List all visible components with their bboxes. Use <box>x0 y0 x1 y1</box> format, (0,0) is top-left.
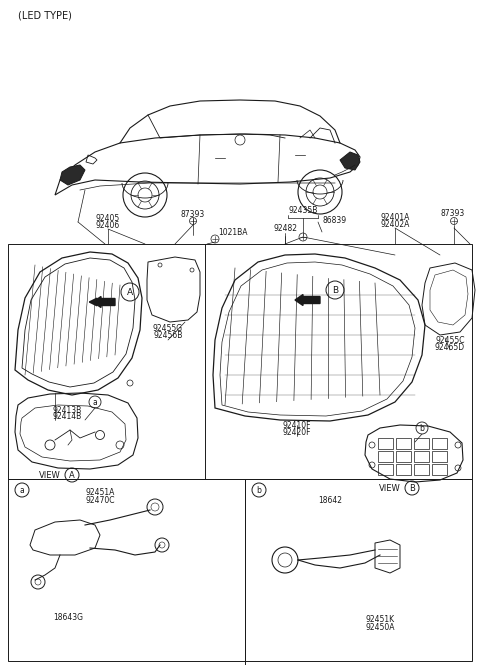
Text: a: a <box>93 398 97 406</box>
Text: 18643G: 18643G <box>53 614 83 622</box>
Text: 87393: 87393 <box>441 209 465 217</box>
Polygon shape <box>340 152 360 170</box>
Text: 92435B: 92435B <box>288 205 318 215</box>
Text: 92450A: 92450A <box>365 624 395 632</box>
Bar <box>414 438 429 449</box>
Bar <box>378 451 393 462</box>
Text: 92451K: 92451K <box>365 616 395 624</box>
Bar <box>378 438 393 449</box>
Text: 92482: 92482 <box>273 223 297 233</box>
Bar <box>8 244 472 479</box>
Text: 92410F: 92410F <box>283 420 311 430</box>
Text: 92414B: 92414B <box>52 412 81 420</box>
Bar <box>414 451 429 462</box>
Bar <box>396 464 411 475</box>
Text: B: B <box>332 285 338 295</box>
Text: b: b <box>257 485 262 495</box>
Bar <box>378 464 393 475</box>
Text: 92402A: 92402A <box>380 219 410 229</box>
Text: 92455G: 92455G <box>153 323 183 332</box>
Text: 92401A: 92401A <box>380 213 410 221</box>
Text: 87393: 87393 <box>181 209 205 219</box>
Text: A: A <box>127 287 133 297</box>
Bar <box>396 451 411 462</box>
Text: 92465D: 92465D <box>435 342 465 352</box>
Text: VIEW: VIEW <box>39 471 61 479</box>
Text: 92413B: 92413B <box>52 406 81 414</box>
Text: 18642: 18642 <box>318 495 342 505</box>
Bar <box>245 479 472 661</box>
Polygon shape <box>60 165 85 185</box>
Text: B: B <box>409 483 415 493</box>
FancyArrow shape <box>295 295 320 305</box>
Text: 92456B: 92456B <box>153 331 183 340</box>
Bar <box>432 438 447 449</box>
Text: 92451A: 92451A <box>85 487 115 497</box>
Text: 92470C: 92470C <box>85 495 115 505</box>
FancyArrow shape <box>93 297 115 307</box>
Bar <box>432 464 447 475</box>
Bar <box>432 451 447 462</box>
Text: 92406: 92406 <box>96 221 120 229</box>
Text: b: b <box>420 424 424 432</box>
Text: 92455C: 92455C <box>435 336 465 344</box>
Text: A: A <box>69 471 75 479</box>
Bar <box>396 438 411 449</box>
Text: 92420F: 92420F <box>283 428 311 436</box>
Text: 92405: 92405 <box>96 213 120 223</box>
Text: VIEW: VIEW <box>379 483 401 493</box>
Text: a: a <box>20 485 24 495</box>
Text: 86839: 86839 <box>323 215 347 225</box>
Bar <box>8 479 245 661</box>
Text: 1021BA: 1021BA <box>218 227 248 237</box>
Bar <box>414 464 429 475</box>
Text: (LED TYPE): (LED TYPE) <box>18 10 72 20</box>
